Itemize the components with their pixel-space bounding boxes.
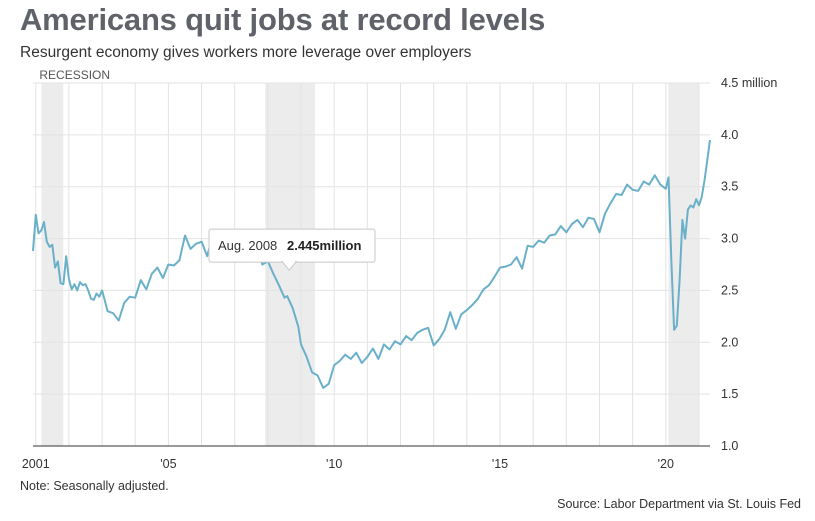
y-tick-label: 4.0 (721, 128, 738, 142)
tooltip-value: 2.445million (287, 238, 361, 253)
x-axis-ticks: 2001 '05 '10 '15 '20 (22, 457, 674, 471)
y-tick-label: 2.0 (721, 335, 738, 349)
recession-band-3 (668, 83, 699, 446)
y-axis-ticks: 4.5 million 4.0 3.5 3.0 2.5 2.0 1.5 1.0 (721, 76, 777, 453)
tooltip-date: Aug. 2008 (218, 238, 277, 253)
x-tick-label: '05 (160, 457, 176, 471)
y-tick-label: 2.5 (721, 283, 738, 297)
gridlines (33, 82, 710, 446)
x-tick-label: '15 (492, 457, 508, 471)
recession-bands (41, 83, 699, 446)
recession-band-1 (41, 83, 64, 446)
chart-title: Americans quit jobs at record levels (20, 2, 546, 37)
recession-label: RECESSION (39, 68, 110, 82)
y-tick-label: 1.0 (721, 439, 738, 453)
chart-note: Note: Seasonally adjusted. (20, 479, 169, 493)
hover-tooltip: Aug. 2008 2.445million (208, 228, 376, 271)
series-layer (32, 139, 711, 389)
y-tick-label: 3.5 (721, 180, 738, 194)
x-tick-label: 2001 (22, 457, 50, 471)
x-tick-label: '10 (326, 457, 342, 471)
chart-subtitle: Resurgent economy gives workers more lev… (20, 44, 472, 61)
chart-source: Source: Labor Department via St. Louis F… (557, 497, 801, 511)
y-tick-label: 3.0 (721, 232, 738, 246)
quits-series-line (32, 139, 711, 389)
y-tick-label: 4.5 million (721, 76, 777, 90)
x-tick-label: '20 (658, 457, 674, 471)
y-tick-label: 1.5 (721, 387, 738, 401)
